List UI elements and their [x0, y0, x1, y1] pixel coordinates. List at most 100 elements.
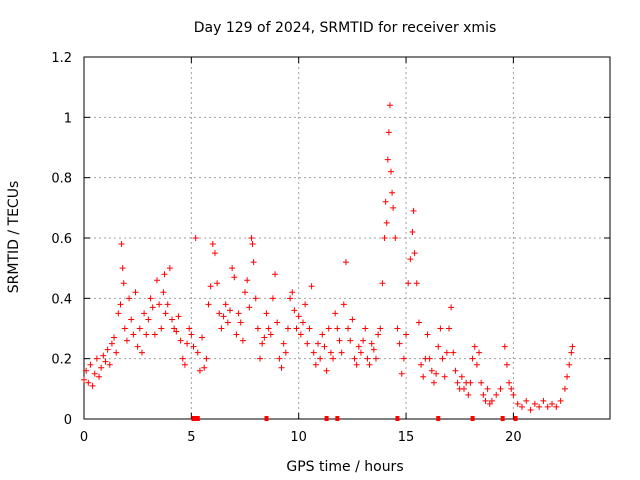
x-tick-label: 10: [290, 430, 307, 445]
y-axis-label: SRMTID / TECUs: [6, 181, 22, 294]
data-point: [330, 355, 337, 362]
data-point: [261, 334, 268, 341]
data-point: [536, 403, 543, 410]
data-point: [566, 361, 573, 368]
baseline-marker: [264, 416, 269, 421]
data-point: [441, 373, 448, 380]
data-point: [549, 400, 556, 407]
data-point: [224, 319, 231, 326]
data-point: [297, 331, 304, 338]
data-point: [254, 325, 261, 332]
data-point: [362, 325, 369, 332]
data-point: [351, 355, 358, 362]
data-point: [400, 355, 407, 362]
data-point: [403, 331, 410, 338]
data-point: [308, 283, 315, 290]
data-point: [389, 189, 396, 196]
data-point: [366, 361, 373, 368]
data-point: [121, 325, 128, 332]
data-point: [164, 301, 171, 308]
data-point: [218, 325, 225, 332]
data-point: [123, 337, 130, 344]
data-point: [368, 340, 375, 347]
data-point: [280, 340, 287, 347]
baseline-marker: [191, 416, 196, 421]
data-point: [540, 397, 547, 404]
data-point: [454, 379, 461, 386]
data-point: [428, 367, 435, 374]
data-point: [244, 277, 251, 284]
data-point: [304, 340, 311, 347]
data-point: [141, 310, 148, 317]
data-point: [160, 289, 167, 296]
data-point: [353, 361, 360, 368]
data-point: [205, 301, 212, 308]
data-point: [381, 235, 388, 241]
data-point: [188, 331, 195, 338]
data-point: [430, 379, 437, 386]
data-point: [252, 295, 259, 302]
data-point: [190, 343, 197, 350]
data-point: [162, 310, 169, 317]
data-point: [415, 319, 422, 326]
data-point: [398, 370, 405, 377]
data-point: [203, 355, 210, 362]
data-point: [263, 310, 270, 317]
data-point: [282, 349, 289, 356]
data-point: [145, 316, 152, 323]
data-point: [291, 307, 298, 314]
data-point: [175, 313, 182, 320]
data-point: [299, 319, 306, 326]
data-point: [274, 319, 281, 326]
data-point: [161, 271, 168, 278]
data-point: [385, 129, 392, 136]
data-point: [569, 343, 576, 350]
data-point: [158, 325, 165, 332]
data-point: [211, 250, 218, 257]
baseline-marker: [195, 416, 200, 421]
data-point: [181, 361, 188, 368]
data-point: [482, 397, 489, 404]
data-point: [478, 379, 485, 386]
data-point: [450, 349, 457, 356]
data-point: [239, 337, 246, 344]
data-point: [357, 349, 364, 356]
data-point: [347, 337, 354, 344]
data-point: [433, 370, 440, 377]
data-point: [568, 349, 575, 356]
data-point: [214, 280, 221, 287]
data-point: [439, 355, 446, 362]
data-point: [111, 334, 118, 341]
data-point: [186, 325, 193, 332]
data-point: [506, 379, 513, 386]
data-point: [345, 325, 352, 332]
baseline-markers: [191, 416, 518, 421]
data-point: [91, 370, 98, 377]
x-axis-label: GPS time / hours: [286, 459, 403, 475]
data-point: [104, 346, 111, 353]
data-point: [375, 331, 382, 338]
data-point: [497, 385, 504, 392]
data-point: [147, 295, 154, 302]
data-point: [527, 406, 534, 413]
data-point: [128, 316, 135, 323]
data-point: [312, 361, 319, 368]
data-point: [364, 355, 371, 362]
data-point: [278, 364, 285, 371]
y-tick-label: 0.4: [51, 292, 72, 307]
data-point: [544, 403, 551, 410]
data-point: [471, 343, 478, 350]
data-point: [295, 313, 302, 320]
y-tick-label: 1.2: [51, 51, 72, 66]
data-point: [355, 343, 362, 350]
data-point: [310, 349, 317, 356]
data-point: [201, 364, 208, 371]
data-point: [473, 361, 480, 368]
data-point: [233, 331, 240, 338]
data-point: [81, 376, 87, 383]
data-point: [166, 265, 173, 272]
x-tick-label: 20: [505, 430, 522, 445]
y-tick-label: 0.6: [51, 232, 72, 247]
data-point: [407, 256, 414, 263]
